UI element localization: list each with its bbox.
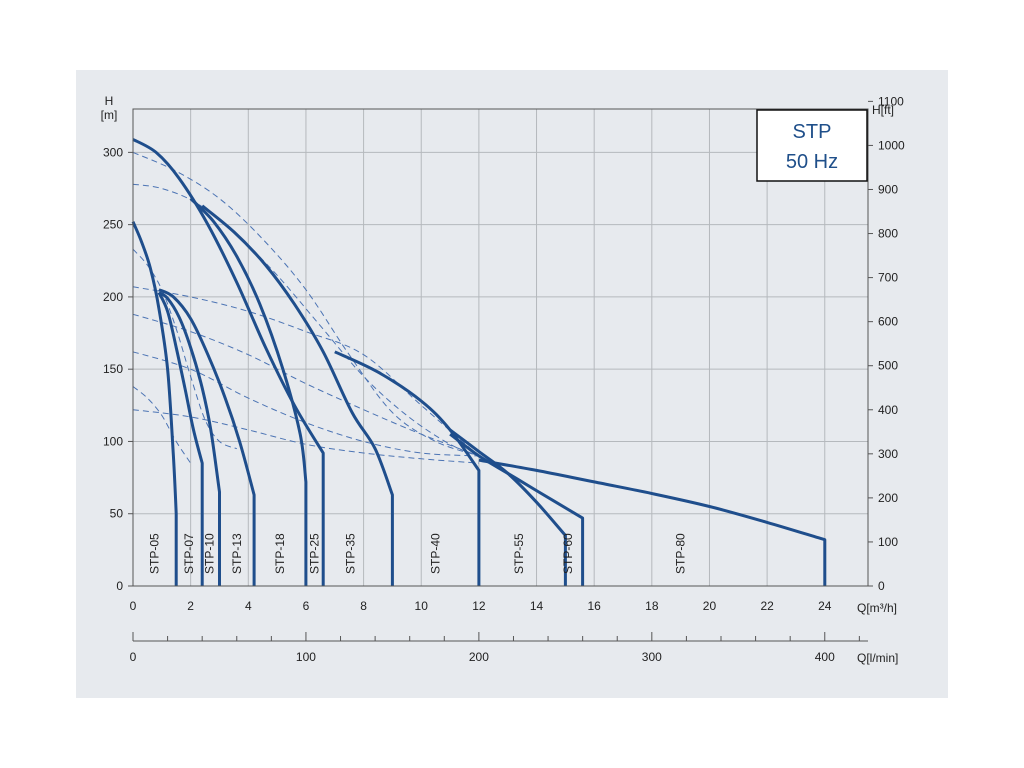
curve-stp-80	[478, 458, 827, 586]
y2-tick-label: 600	[878, 315, 898, 329]
x-tick-label: 0	[130, 599, 137, 613]
axes: 0 2 4 6 8 10 12 14 16 18 20 22 240501001502002503000…	[103, 94, 905, 664]
x-tick-label: 18	[645, 599, 659, 613]
model-label-stp-80: STP-80	[674, 533, 688, 574]
x2-tick-label: 400	[815, 650, 835, 664]
curve-stp-18	[189, 197, 308, 586]
x-tick-label: 22	[760, 599, 774, 613]
model-label-stp-07: STP-07	[182, 533, 196, 574]
model-label-stp-55: STP-55	[512, 533, 526, 574]
curve-stp-60	[449, 433, 585, 586]
curve-stp-25	[132, 138, 325, 586]
x-tick-label: 24	[818, 599, 832, 613]
y2-tick-label: 800	[878, 227, 898, 241]
dashed-curve	[132, 351, 479, 457]
dashed-curve	[132, 151, 480, 457]
x-tick-label: 20	[703, 599, 717, 613]
y2-tick-label: 100	[878, 535, 898, 549]
dashed-curve	[132, 386, 192, 464]
x2-tick-label: 100	[296, 650, 316, 664]
y-tick-label: 0	[116, 579, 123, 593]
model-label-stp-10: STP-10	[202, 533, 216, 574]
chart-panel: 0 2 4 6 8 10 12 14 16 18 20 22 24 0 50 100 150 200 250 300 0…	[76, 70, 948, 698]
y-tick-label: 300	[103, 145, 123, 159]
y-axis-title-unit: [m]	[101, 108, 118, 122]
plot-frame	[132, 108, 869, 587]
curve-stp-05	[131, 221, 178, 586]
curve-stp-40	[334, 350, 481, 586]
x-tick-label: 6	[303, 599, 310, 613]
pump-curve-chart: 0 2 4 6 8 10 12 14 16 18 20 22 240501001502002503000…	[101, 94, 905, 665]
x-tick-label: 10	[415, 599, 429, 613]
curve-stp-35	[201, 204, 394, 586]
model-label-stp-35: STP-35	[344, 533, 358, 574]
y-tick-label: 100	[103, 434, 123, 448]
badge-line2: 50 Hz	[786, 151, 838, 173]
x2-axis-title: Q[l/min]	[857, 651, 898, 665]
dashed-curve	[132, 313, 480, 457]
y2-tick-label: 0	[878, 579, 885, 593]
y-tick-label: 200	[103, 290, 123, 304]
model-label-stp-18: STP-18	[273, 533, 287, 574]
y-tick-label: 150	[103, 362, 123, 376]
x-tick-label: 4	[245, 599, 252, 613]
y-axis-title-h: H	[105, 94, 114, 108]
y2-tick-label: 900	[878, 182, 898, 196]
y2-tick-label: 500	[878, 359, 898, 373]
y2-tick-label: 1100	[878, 94, 904, 108]
stp-badge: STP 50 Hz	[756, 109, 868, 182]
dashed-curve	[132, 183, 480, 457]
pump-curves	[131, 138, 827, 586]
curve-stp-10	[158, 291, 221, 586]
x-axis-title: Q[m³/h]	[857, 601, 897, 615]
model-label-stp-40: STP-40	[429, 533, 443, 574]
badge-box	[756, 109, 868, 182]
y2-tick-label: 300	[878, 447, 898, 461]
x-tick-label: 12	[472, 599, 486, 613]
dashed-curve	[132, 409, 479, 464]
x-tick-label: 8	[360, 599, 367, 613]
x2-tick-label: 300	[642, 650, 662, 664]
y2-tick-label: 700	[878, 271, 898, 285]
dashed-curve	[132, 248, 237, 450]
y-tick-label: 250	[103, 218, 123, 232]
x-tick-label: 16	[587, 599, 601, 613]
curve-stp-13	[158, 288, 256, 586]
y2-tick-label: 1000	[878, 138, 905, 152]
y2-tick-label: 200	[878, 491, 898, 505]
x2-tick-label: 0	[130, 650, 137, 664]
x-tick-label: 2	[187, 599, 194, 613]
model-label-stp-05: STP-05	[148, 533, 162, 574]
y2-axis-title: H[ft]	[872, 103, 894, 117]
y2-tick-label: 400	[878, 403, 898, 417]
model-labels: STP-05 STP-07 STP-10 STP-13 STP-18 STP-25 STP-…	[148, 533, 688, 574]
y-tick-label: 50	[110, 507, 124, 521]
badge-line1: STP	[793, 121, 832, 143]
model-label-stp-25: STP-25	[308, 533, 322, 574]
model-label-stp-60: STP-60	[561, 533, 575, 574]
x-tick-label: 14	[530, 599, 544, 613]
model-label-stp-13: STP-13	[230, 533, 244, 574]
curve-stp-07	[157, 291, 204, 586]
x2-tick-label: 200	[469, 650, 489, 664]
